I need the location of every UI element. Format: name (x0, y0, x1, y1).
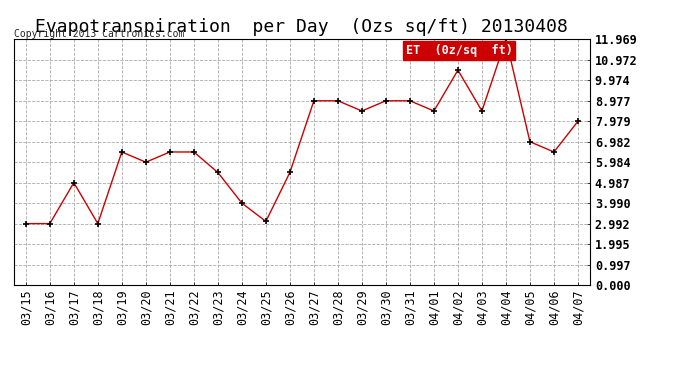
Text: ET  (0z/sq  ft): ET (0z/sq ft) (406, 44, 513, 57)
Title: Evapotranspiration  per Day  (Ozs sq/ft) 20130408: Evapotranspiration per Day (Ozs sq/ft) 2… (35, 18, 569, 36)
Text: Copyright 2013 Cartronics.com: Copyright 2013 Cartronics.com (14, 29, 184, 39)
